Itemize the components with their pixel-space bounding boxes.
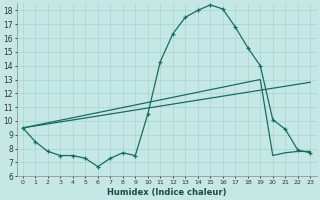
X-axis label: Humidex (Indice chaleur): Humidex (Indice chaleur) xyxy=(107,188,226,197)
